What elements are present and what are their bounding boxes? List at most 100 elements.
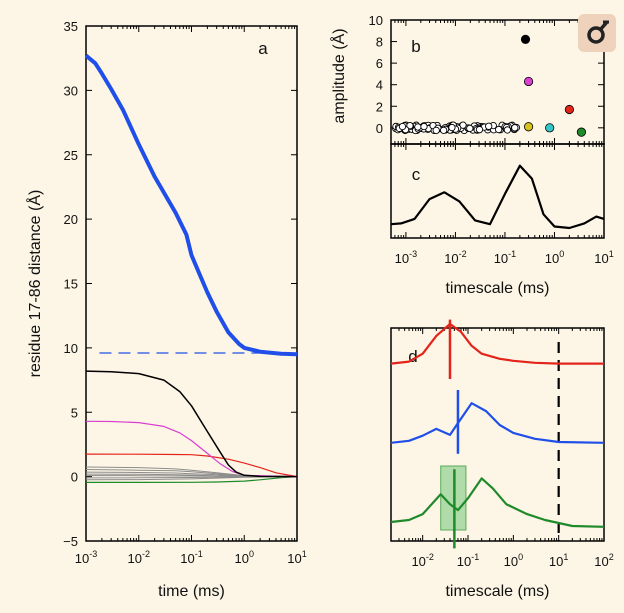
panel-b-open-marker [495, 125, 503, 134]
panel-a-series-2 [85, 420, 298, 478]
panel-a-ytick-label: 20 [64, 212, 78, 227]
panel-b-open-marker [466, 124, 474, 133]
panel-a-xtick-label: 10-2 [128, 549, 150, 566]
panel-a-xtick-label-exp: -3 [89, 549, 97, 559]
panel-b-ytick-label: 4 [376, 78, 383, 93]
panel-d-xtick-label-exp: 1 [563, 552, 568, 562]
panel-a-series-1 [85, 370, 298, 478]
panel-b-open-marker [432, 126, 440, 135]
panel-d-xtick-label-base: 10 [549, 554, 563, 569]
panel-a-ytick-label: 35 [64, 19, 78, 34]
microscope-logo-icon [578, 14, 616, 52]
panel-c-xtick-label-exp: -1 [508, 249, 516, 259]
panel-d-xtick-label-exp: -1 [471, 552, 479, 562]
panel-c-xtick-label: 10-2 [444, 249, 466, 266]
panel-d-xtick-label-exp: -2 [426, 552, 434, 562]
panel-a-xtick-label: 10-1 [180, 549, 202, 566]
panel-b-open-marker [406, 122, 414, 130]
panel-c-xtick-label-base: 10 [594, 251, 608, 266]
panel-c-xtick-label: 10-3 [395, 249, 417, 266]
panel-c-xtick-label-exp: 1 [609, 249, 614, 259]
panel-d-xlabel: timescale (ms) [445, 583, 549, 600]
panel-a-xtick-label-base: 10 [128, 551, 142, 566]
panel-a-xtick-label-exp: 1 [302, 549, 307, 559]
panel-d-xtick-label: 102 [594, 552, 613, 569]
panel-a-xtick-label-exp: -1 [195, 549, 203, 559]
panel-b-open-marker [475, 125, 484, 134]
panel-a-xtick-label-base: 10 [180, 551, 194, 566]
panel-a-xtick-label-base: 10 [235, 551, 249, 566]
panel-d-xtick-label: 100 [504, 552, 523, 569]
panel-b-open-marker [440, 126, 448, 134]
panel-a-xtick-label-base: 10 [75, 551, 89, 566]
panel-b-open-marker [503, 126, 512, 134]
panel-b-open-marker [485, 122, 493, 130]
panel-b-letter: b [411, 37, 420, 56]
panel-b-point-magenta [523, 76, 534, 87]
panel-d-series-blue [390, 402, 605, 444]
panel-b-point-green [576, 127, 587, 137]
panel-b-open-marker [414, 123, 422, 131]
panel-c-xtick-label-exp: -2 [459, 249, 467, 259]
panel-a-xtick-label-exp: 0 [249, 549, 254, 559]
panel-a-series-11 [86, 476, 298, 483]
panel-a-ytick-label: 15 [64, 277, 78, 292]
panel-d-xtick-label: 10-1 [457, 552, 479, 569]
panel-a-ytick-label: 5 [71, 405, 78, 420]
panel-c-xtick-label-base: 10 [494, 251, 508, 266]
panel-c-xtick-label: 100 [545, 249, 564, 266]
panel-c-xtick-label-base: 10 [444, 251, 458, 266]
panel-c-xtick-label-exp: 0 [559, 249, 564, 259]
panel-b-point-black [520, 34, 531, 45]
panel-a-xtick-label-base: 10 [287, 551, 301, 566]
panel-c-letter: c [412, 165, 421, 184]
panel-d-series-green [390, 477, 605, 528]
panel-b-ytick-label: 0 [376, 121, 383, 136]
panel-c-xtick-label-base: 10 [395, 251, 409, 266]
panel-c-xtick-label-base: 10 [545, 251, 559, 266]
panel-b-ytick-label: 8 [376, 35, 383, 50]
panel-a-xtick-label: 10-3 [75, 549, 97, 566]
panel-a-letter: a [258, 39, 268, 58]
panel-a-series-0 [84, 54, 298, 357]
panel-d-xtick-label-base: 10 [594, 554, 608, 569]
panel-b-open-marker [420, 122, 428, 131]
panel-a-ytick-label: −5 [63, 534, 78, 549]
panel-b-point-cyan [545, 123, 555, 133]
panel-a-ylabel: residue 17-86 distance (Å) [25, 190, 44, 378]
panel-a-xtick-label: 100 [235, 549, 254, 566]
panel-a-ytick-label: 25 [64, 148, 78, 163]
panel-a-xtick-label-exp: -2 [142, 549, 150, 559]
panel-d-xtick-label-base: 10 [504, 554, 518, 569]
panel-b-open-marker [448, 123, 456, 132]
panel-b-ytick-label: 10 [369, 13, 383, 28]
panel-a-ytick-label: 30 [64, 83, 78, 98]
panel-d-xtick-label: 10-2 [411, 552, 433, 569]
panel-a-xlabel: time (ms) [158, 583, 225, 600]
panel-d-series-red [390, 322, 604, 365]
panel-d-xtick-label-exp: 2 [609, 552, 614, 562]
panel-d-xtick-label-exp: 0 [518, 552, 523, 562]
panel-b-open-markers [392, 121, 521, 135]
panel-d-frame [390, 327, 605, 542]
panel-b-ylabel: amplitude (Å) [329, 28, 348, 123]
panel-c-series [390, 164, 605, 230]
panel-b-ytick-label: 2 [376, 99, 383, 114]
panel-c-xtick-label-exp: -3 [409, 249, 417, 259]
panel-a-ytick-label: 0 [71, 470, 78, 485]
panel-d-xtick-label: 101 [549, 552, 568, 569]
panel-d-xtick-label-base: 10 [457, 554, 471, 569]
panel-c-xtick-label: 101 [594, 249, 613, 266]
panel-b-point-red [564, 104, 574, 115]
panel-b-point-yellow [523, 122, 534, 132]
panel-d-letter: d [408, 347, 417, 366]
panel-a-xtick-label: 101 [287, 549, 306, 566]
panel-b-open-marker [398, 122, 407, 131]
panel-c-frame [390, 143, 605, 239]
panel-a-ytick-label: 10 [64, 341, 78, 356]
panel-b-ytick-label: 6 [376, 56, 383, 71]
panel-a-series-3 [85, 453, 298, 478]
panel-c-xlabel: timescale (ms) [445, 280, 549, 297]
panel-b-open-marker [511, 124, 519, 132]
